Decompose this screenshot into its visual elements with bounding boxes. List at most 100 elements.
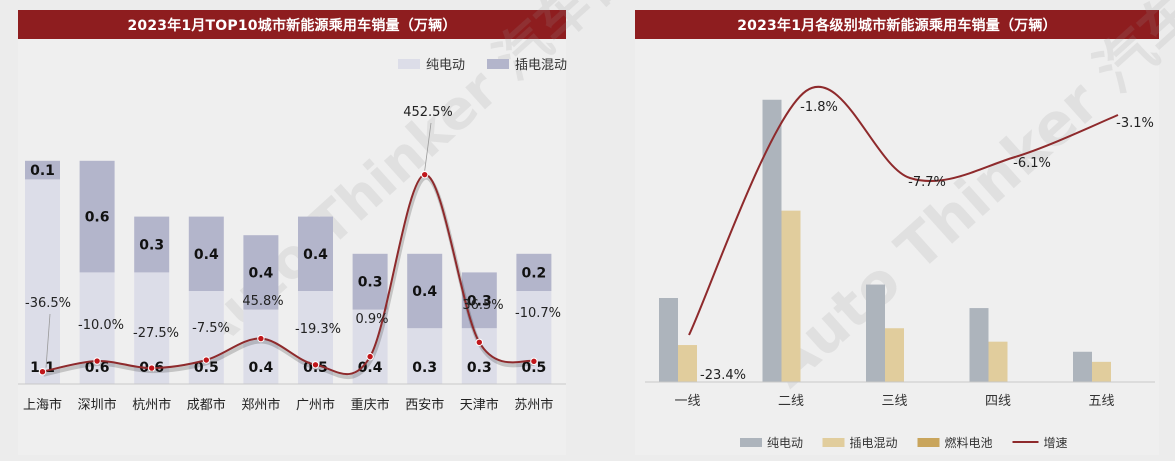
legend-label-1: 插电混动 (515, 58, 567, 73)
legend-swatch-0 (398, 59, 420, 69)
rcategory-label-2: 三线 (881, 394, 907, 409)
growth-label-0: -36.5% (25, 296, 71, 311)
bar-label-1-2: 0.3 (139, 238, 164, 254)
rlegend-label-1: 插电混动 (850, 436, 898, 450)
growth-label-8: 36.5% (462, 298, 503, 313)
left-chart-panel: 2023年1月TOP10城市新能源乘用车销量（万辆） Auto Thinker … (18, 0, 765, 455)
bar-label-0-0: 1.1 (30, 360, 55, 376)
category-label-0: 上海市 (23, 397, 62, 413)
category-label-7: 西安市 (405, 397, 444, 413)
right-legend: 纯电动 插电混动 燃料电池 增速 (740, 435, 1068, 450)
left-legend: 纯电动 插电混动 (398, 58, 567, 73)
growth-label-7: 452.5% (403, 105, 453, 120)
bar-0-9 (516, 291, 552, 384)
bar-label-0-7: 0.3 (412, 360, 437, 376)
category-label-2: 杭州市 (132, 397, 171, 413)
rbar-1-4 (1092, 361, 1111, 382)
rgrowth-label-0: -23.4% (700, 368, 746, 383)
rgrowth-label-2: -7.7% (908, 175, 946, 190)
legend-swatch-1 (487, 59, 509, 69)
bar-0-3 (188, 291, 224, 384)
bar-1-5 (298, 216, 333, 291)
right-chart-panel: 2023年1月各级别城市新能源乘用车销量（万辆） Auto Thinker 汽车… (635, 0, 1175, 455)
bar-1-7 (407, 253, 443, 329)
bar-0-1 (79, 272, 115, 384)
legend-label-0: 纯电动 (426, 58, 465, 73)
growth-point-7 (421, 170, 429, 179)
bar-label-1-5: 0.4 (303, 247, 328, 263)
rbar-0-1 (762, 99, 782, 382)
category-label-8: 天津市 (460, 397, 499, 413)
growth-label-4: 45.8% (242, 294, 283, 309)
rcategory-label-3: 四线 (985, 394, 1011, 409)
bar-0-7 (407, 328, 443, 384)
bar-1-9 (516, 253, 552, 291)
category-label-6: 重庆市 (351, 397, 390, 413)
growth-label-5: -19.3% (295, 322, 341, 337)
bar-1-6 (352, 253, 388, 310)
bar-label-1-0: 0.1 (30, 163, 55, 179)
bar-1-2 (134, 216, 170, 273)
bar-label-1-1: 0.6 (85, 210, 110, 226)
rbar-0-3 (969, 308, 989, 382)
category-label-1: 深圳市 (78, 397, 117, 413)
bar-label-0-3: 0.5 (194, 360, 219, 376)
left-chart-svg: 纯电动插电混动1.10.1上海市0.60.6深圳市0.60.3杭州市0.50.4… (18, 58, 567, 413)
rlegend-swatch-1 (822, 438, 845, 447)
rgrowth-label-1: -1.8% (800, 100, 838, 115)
leader-line-7 (424, 122, 432, 171)
rcategory-label-1: 二线 (778, 394, 804, 409)
rcategory-label-0: 一线 (674, 394, 700, 409)
bar-label-0-1: 0.6 (85, 360, 110, 376)
left-chart-title: 2023年1月TOP10城市新能源乘用车销量（万辆） (18, 10, 566, 39)
bar-label-1-9: 0.2 (521, 265, 546, 281)
rbar-0-0 (659, 298, 678, 382)
bar-1-1 (79, 160, 115, 273)
left-growth-line-shadow (43, 175, 536, 380)
category-label-3: 成都市 (187, 397, 226, 413)
growth-label-2: -27.5% (133, 326, 179, 341)
rlegend-line-label: 增速 (1044, 436, 1068, 450)
category-label-4: 郑州市 (241, 397, 280, 413)
bar-label-1-7: 0.4 (412, 284, 437, 300)
growth-label-3: -7.5% (192, 321, 230, 336)
growth-label-9: -10.7% (515, 306, 561, 321)
bar-label-1-6: 0.3 (358, 275, 383, 291)
category-label-9: 苏州市 (514, 397, 553, 413)
rbar-1-0 (678, 345, 697, 382)
growth-point-6 (366, 352, 374, 361)
right-chart-svg: 一线 二线 三线 四线 五线 -23.4% -1.8% -7.7% -6.1% -3.1% 纯电动 插… (645, 86, 1155, 450)
bar-0-0 (25, 179, 60, 384)
bar-1-3 (188, 216, 224, 291)
growth-point-4 (257, 334, 265, 343)
left-growth-line (42, 173, 535, 376)
growth-point-8 (475, 338, 483, 346)
rgrowth-label-4: -3.1% (1116, 116, 1154, 131)
growth-point-0 (38, 368, 47, 376)
bar-label-1-4: 0.4 (248, 265, 273, 281)
rbar-1-2 (885, 328, 904, 382)
bar-1-0 (25, 160, 60, 180)
bar-1-4 (243, 235, 279, 310)
rlegend-label-2: 燃料电池 (945, 435, 993, 450)
category-label-5: 广州市 (296, 397, 335, 413)
rgrowth-label-3: -6.1% (1013, 156, 1051, 171)
growth-point-3 (202, 356, 211, 364)
bar-label-1-3: 0.4 (194, 247, 219, 263)
leader-line-0 (45, 313, 51, 368)
bar-label-0-4: 0.4 (248, 360, 273, 376)
bar-label-0-9: 0.5 (521, 360, 546, 376)
rlegend-label-0: 纯电动 (767, 436, 803, 450)
growth-point-2 (148, 364, 156, 372)
rbar-1-3 (988, 341, 1008, 382)
growth-label-1: -10.0% (78, 318, 124, 333)
rbar-0-4 (1073, 351, 1092, 382)
bar-label-0-8: 0.3 (467, 360, 492, 376)
bar-1-8 (461, 272, 497, 329)
rbar-0-2 (866, 284, 885, 382)
rlegend-swatch-2 (917, 438, 940, 447)
growth-point-1 (93, 357, 101, 365)
growth-point-9 (530, 357, 538, 366)
rcategory-label-4: 五线 (1088, 394, 1114, 409)
rbar-1-1 (781, 210, 801, 382)
